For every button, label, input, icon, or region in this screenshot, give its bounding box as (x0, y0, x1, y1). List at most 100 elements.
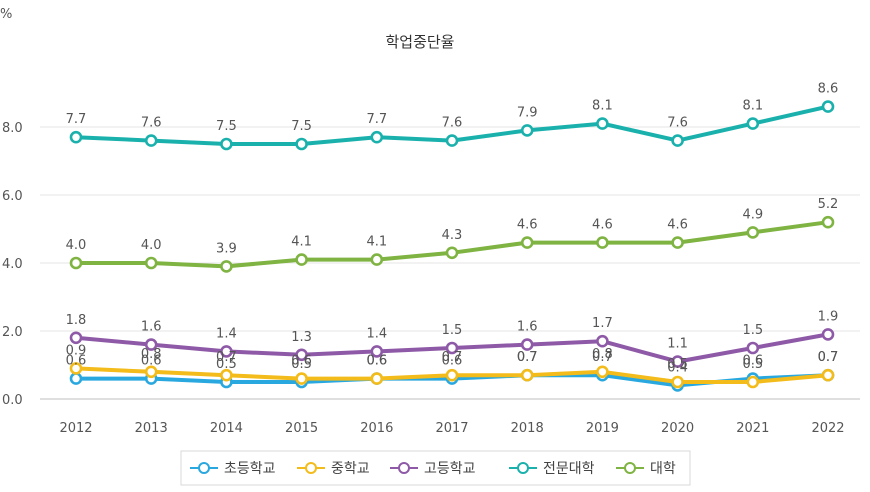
x-tick-label: 2014 (210, 421, 243, 436)
legend-label: 초등학교 (224, 461, 276, 477)
data-label: 0.6 (291, 354, 312, 369)
y-tick-label: 6.0 (2, 189, 23, 204)
data-point (596, 334, 609, 348)
data-label: 8.1 (742, 99, 763, 114)
x-tick-label: 2022 (811, 421, 844, 436)
legend-label: 대학 (650, 461, 676, 477)
data-label: 1.1 (667, 337, 688, 352)
data-label: 0.8 (141, 347, 162, 362)
axes: 0.0 2.0 4.0 6.0 8.0 2012 2013 2014 2015 2016 2017 2… (2, 121, 860, 436)
legend-marker-icon (624, 462, 636, 474)
data-label: 0.5 (742, 357, 763, 372)
data-label: 7.9 (517, 105, 538, 120)
x-tick-label: 2020 (661, 421, 694, 436)
data-label: 7.6 (667, 116, 688, 131)
data-label: 0.7 (517, 350, 538, 365)
data-point (295, 137, 308, 151)
data-label: 0.7 (818, 350, 839, 365)
data-label: 1.4 (216, 326, 237, 341)
data-point (220, 137, 233, 151)
data-label: 4.0 (66, 238, 87, 253)
data-point (671, 375, 684, 389)
data-point (370, 253, 384, 266)
data-point (821, 215, 835, 229)
data-label: 7.5 (216, 119, 237, 134)
data-label: 8.6 (818, 82, 839, 97)
series-4 (69, 100, 835, 151)
data-point (596, 365, 609, 379)
data-label: 4.6 (517, 218, 538, 233)
data-label: 4.6 (592, 218, 613, 233)
data-point (520, 124, 534, 137)
data-point (370, 130, 384, 144)
data-labels: 0.6 0.6 0.5 0.5 0.6 0.6 0.7 0.70.4 0.6 0.70.9 0.8 0… (66, 82, 839, 376)
data-point (445, 341, 459, 355)
legend-item-3: 고등학교 (390, 461, 476, 477)
data-label: 1.3 (291, 330, 312, 345)
data-point (295, 348, 308, 362)
chart-title: 학업중단율 (385, 33, 454, 51)
data-label: 0.7 (216, 350, 237, 365)
data-label: 0.4 (667, 360, 688, 375)
data-point (445, 134, 459, 147)
legend-label: 전문대학 (543, 461, 595, 477)
data-point (746, 375, 760, 389)
data-label: 1.8 (66, 313, 87, 328)
data-label: 3.9 (216, 241, 237, 256)
series-2 (69, 362, 835, 389)
data-point (69, 130, 83, 144)
data-label: 0.7 (442, 350, 463, 365)
data-label: 7.7 (66, 112, 87, 127)
data-label: 7.7 (366, 112, 387, 127)
legend-item-1: 초등학교 (190, 461, 276, 477)
data-label: 4.1 (366, 235, 387, 250)
data-point (746, 341, 760, 355)
data-label: 0.6 (442, 354, 463, 369)
data-label: 7.6 (141, 116, 162, 131)
data-point (144, 338, 158, 351)
x-tick-label: 2016 (360, 421, 393, 436)
data-point (671, 134, 684, 147)
data-point (821, 368, 835, 382)
data-point (445, 368, 459, 382)
x-tick-label: 2018 (511, 421, 544, 436)
x-tick-label: 2012 (59, 421, 92, 436)
x-tick-label: 2013 (135, 421, 168, 436)
legend-marker-icon (198, 462, 210, 474)
data-point (69, 256, 83, 270)
data-label: 0.7 (818, 350, 839, 365)
legend-item-2: 중학교 (297, 461, 370, 477)
legend-box (180, 450, 691, 486)
data-label: 0.5 (667, 357, 688, 372)
data-point (821, 100, 835, 113)
data-label: 1.5 (742, 323, 763, 338)
data-label: 4.6 (667, 218, 688, 233)
data-point (671, 355, 684, 368)
data-point (69, 372, 83, 385)
data-point (220, 368, 233, 382)
data-label: 0.5 (291, 357, 312, 372)
x-tick-label: 2017 (435, 421, 468, 436)
data-point (445, 246, 459, 260)
y-tick-label: 8.0 (2, 121, 23, 136)
y-tick-label: 4.0 (2, 257, 23, 272)
data-label: 0.6 (366, 354, 387, 369)
data-label: 0.7 (592, 350, 613, 365)
data-label: 1.6 (517, 320, 538, 335)
data-label: 0.9 (66, 343, 87, 358)
series-5 (69, 215, 835, 273)
legend-marker-icon (398, 462, 410, 474)
legend-label: 고등학교 (424, 461, 476, 477)
data-label: 1.4 (366, 326, 387, 341)
data-label: 1.5 (442, 323, 463, 338)
data-point (520, 236, 534, 249)
data-label: 4.0 (141, 238, 162, 253)
data-label: 7.6 (442, 116, 463, 131)
data-point (220, 345, 233, 358)
legend-marker-icon (517, 462, 529, 474)
data-point (596, 117, 609, 130)
legend-item-5: 대학 (616, 461, 676, 477)
data-point (746, 117, 760, 130)
